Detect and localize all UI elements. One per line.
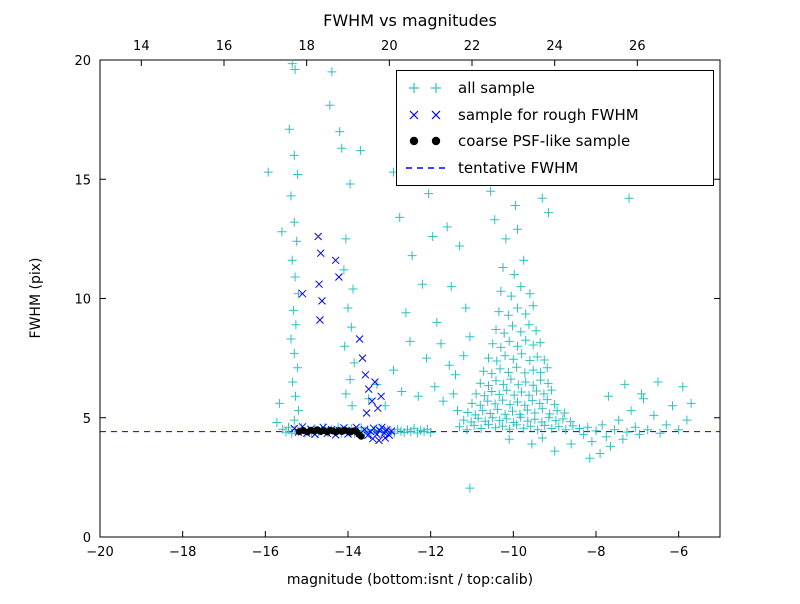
tick-label: 18 [298, 39, 315, 54]
tick-label: 20 [74, 54, 91, 69]
tick-label: −10 [500, 545, 527, 560]
legend-entry-rough-fwhm: sample for rough FWHM [403, 106, 707, 124]
tick-label: −6 [669, 545, 688, 560]
dashed-line-icon [406, 167, 446, 169]
y-axis-label: FWHM (pix) [28, 258, 44, 339]
legend-entry-tentative-fwhm: tentative FWHM [403, 159, 707, 177]
tick-label: −14 [334, 545, 361, 560]
tick-label: −16 [252, 545, 279, 560]
tick-label: 22 [464, 39, 481, 54]
tick-label: 5 [83, 412, 91, 427]
chart-title: FWHM vs magnitudes [323, 11, 497, 30]
tick-label: 0 [83, 531, 91, 546]
dot-marker-icon [409, 137, 441, 146]
tick-label: 10 [74, 293, 91, 308]
series-dot-point [357, 433, 365, 440]
tick-label: 24 [546, 39, 563, 54]
tick-label: −12 [417, 545, 444, 560]
tick-label: 15 [74, 173, 91, 188]
x-marker-icon [409, 110, 441, 120]
plot-area: −20 −18 −16 −14 −12 −10 −8 −6 14 16 18 20 22 24 26 0 5 10… [74, 39, 721, 560]
legend-label-all-sample: all sample [458, 79, 535, 98]
legend-label-tentative-fwhm: tentative FWHM [458, 158, 579, 177]
tick-label: 16 [216, 39, 233, 54]
tick-label: −8 [586, 545, 605, 560]
plus-marker-icon [409, 83, 441, 94]
tick-label: 20 [381, 39, 398, 54]
legend-entry-all-sample: all sample [403, 79, 707, 97]
x-axis-label: magnitude (bottom:isnt / top:calib) [287, 572, 533, 588]
tick-label: −20 [86, 545, 113, 560]
tick-label: 14 [133, 39, 150, 54]
tick-label: −18 [169, 545, 196, 560]
legend-label-rough-fwhm: sample for rough FWHM [458, 105, 639, 124]
legend: all sample sample for rough FWHM coarse … [396, 70, 714, 186]
tick-label: 26 [629, 39, 646, 54]
series-x-markers [290, 232, 396, 445]
legend-entry-coarse-psf: coarse PSF-like sample [403, 132, 707, 150]
legend-label-coarse-psf: coarse PSF-like sample [458, 132, 631, 151]
